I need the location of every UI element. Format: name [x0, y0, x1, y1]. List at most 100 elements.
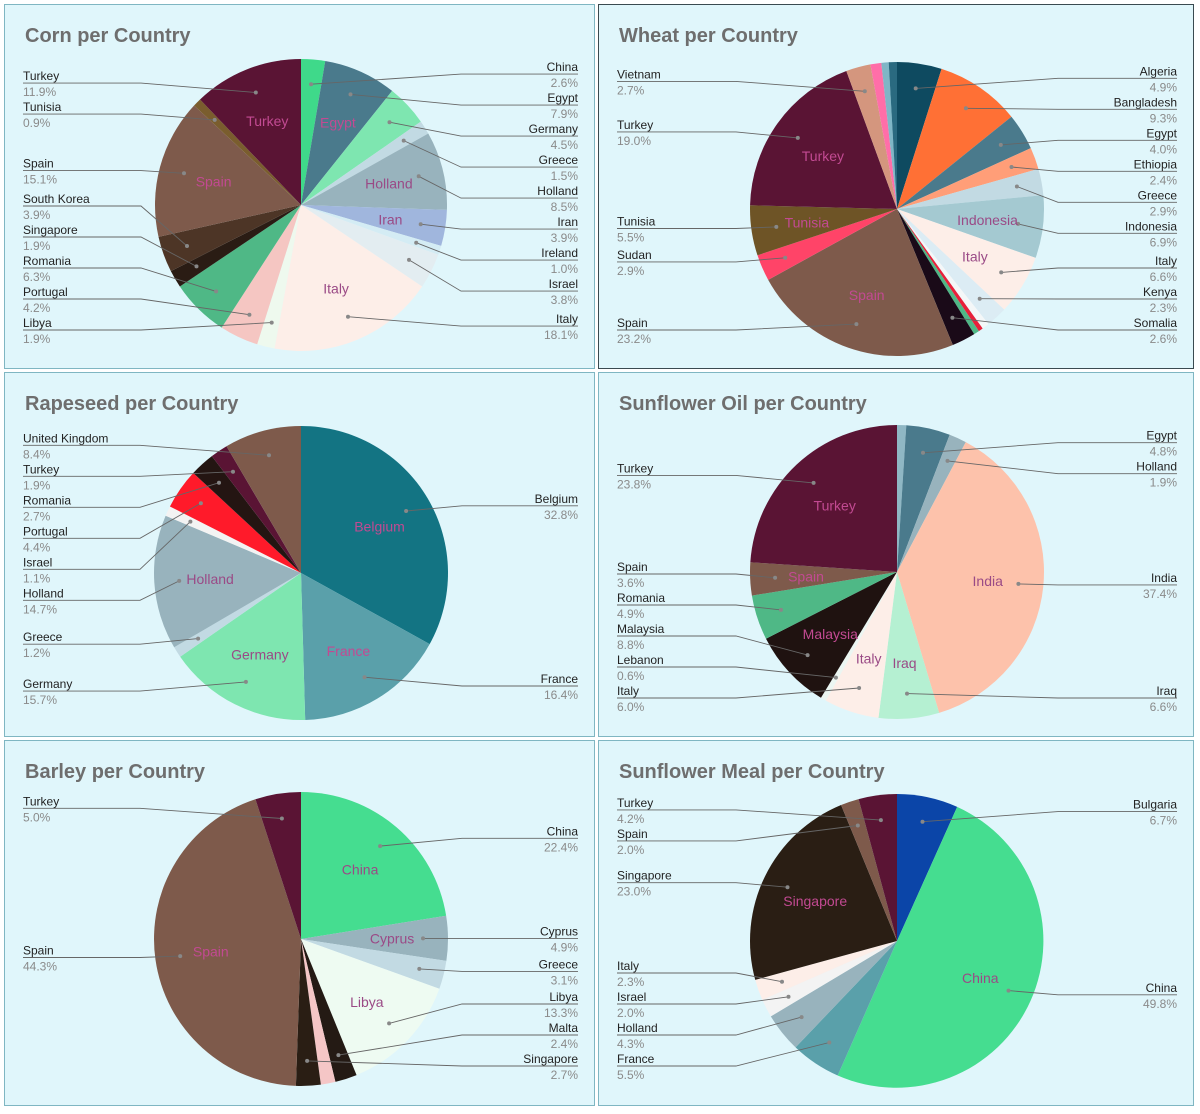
pie-slice-china: [837, 806, 1044, 1088]
slice-percent-malaysia: 8.8%: [617, 638, 645, 652]
slice-percent-germany: 4.5%: [551, 138, 579, 152]
leader-line: [23, 444, 270, 456]
leader-dot: [857, 686, 862, 690]
slice-percent-greece: 3.1%: [551, 973, 579, 987]
leader-dot: [404, 509, 409, 513]
pie-slice-romania: [179, 205, 301, 328]
inside-label-germany: Germany: [231, 646, 289, 662]
inside-labels: Egypt Holland Iran Italy Spain Turkey: [196, 113, 413, 296]
leader-dot: [921, 450, 925, 455]
leader-dot: [378, 844, 383, 849]
pie-slice-egypt: [897, 116, 1031, 209]
leader-line: [23, 521, 191, 570]
slice-label-holland: Holland: [1136, 460, 1177, 474]
leader-line: [23, 236, 197, 267]
leader-dot: [309, 82, 314, 87]
leader-dot: [346, 314, 350, 319]
slice-percent-cyprus: 4.9%: [551, 940, 579, 954]
pie-slice-kenya: [897, 209, 1005, 325]
pie-slice-singapore: [295, 939, 321, 1086]
inside-label-france: France: [327, 643, 371, 659]
slice-percent-turkey: 11.9%: [23, 85, 56, 99]
inside-label-turkey: Turkey: [814, 498, 856, 514]
leader-line: [23, 580, 180, 601]
slice-label-italy: Italy: [617, 684, 639, 698]
inside-label-indonesia: Indonesia: [957, 212, 1018, 228]
leader-dot: [348, 92, 353, 97]
leader-line: [617, 687, 860, 699]
slice-label-spain: Spain: [23, 943, 54, 957]
pie-slice-holland: [154, 515, 301, 648]
leader-line: [347, 316, 578, 327]
leader-line: [617, 882, 788, 888]
leader-dot: [253, 90, 258, 95]
leader-dot: [182, 171, 186, 176]
pie-slice-egypt: [301, 61, 393, 205]
slice-label-libya: Libya: [23, 316, 52, 330]
slice-percent-ethiopia: 2.4%: [1150, 173, 1178, 187]
leader-line: [617, 604, 782, 611]
leader-dot: [795, 135, 800, 140]
sunflower-meal-chart-panel: Sunflower Meal per Country Bulgaria 6.7% C…: [598, 740, 1194, 1106]
leader-dot: [401, 138, 406, 143]
leader-line: [406, 505, 578, 512]
leader-line: [23, 170, 185, 174]
slice-percent-libya: 1.9%: [23, 332, 51, 346]
leader-line: [23, 205, 188, 247]
leader-dot: [1014, 184, 1019, 189]
pie-slice-unlabeled-5: [301, 939, 336, 1085]
leader-dot: [905, 691, 909, 696]
pie-slice-turkey: [200, 59, 301, 205]
slice-label-italy: Italy: [556, 312, 578, 326]
pie-slice-spain: [768, 209, 953, 357]
slice-percent-germany: 15.7%: [23, 693, 57, 707]
leader-dot: [786, 994, 791, 999]
slice-percent-china: 2.6%: [551, 76, 579, 90]
slice-percent-italy: 2.3%: [617, 975, 645, 989]
pie-slice-spain: [154, 799, 301, 1086]
slice-label-india: India: [1151, 571, 1177, 585]
pie-slice-unlabeled-17: [870, 62, 897, 210]
slice-label-portugal: Portugal: [23, 285, 68, 299]
slice-percent-france: 5.5%: [617, 1068, 645, 1082]
slice-percent-italy: 6.6%: [1150, 270, 1178, 284]
leader-dot: [414, 240, 419, 245]
leader-dot: [387, 120, 392, 125]
leader-dot: [362, 675, 367, 680]
pie-slice-china: [301, 792, 447, 939]
leader-line: [23, 638, 199, 645]
slice-percent-spain: 23.2%: [617, 332, 651, 346]
leader-line: [418, 175, 578, 199]
pie-slice-greece: [301, 121, 429, 205]
right-labels: Bulgaria 6.7% China 49.8%: [920, 798, 1178, 1011]
pie-slice-turkey: [750, 71, 897, 209]
slice-percent-vietnam: 2.7%: [617, 83, 645, 97]
left-labels: United Kingdom 8.4%Turkey 1.9%Romania 2.7%P…: [23, 431, 271, 707]
slice-percent-turkey: 23.8%: [617, 477, 651, 491]
left-labels: Vietnam 2.7% Turkey 19.0% Tunisia 5.5% Sudan 2.…: [617, 67, 867, 346]
slice-percent-holland: 14.7%: [23, 602, 57, 616]
pie-slice-singapore: [749, 805, 897, 980]
pie-slice-libya: [257, 205, 301, 349]
pie-slice-greece: [301, 939, 447, 989]
pie-slice-turkey: [858, 794, 897, 941]
slice-label-libya: Libya: [549, 990, 578, 1004]
leader-dot: [773, 575, 778, 580]
inside-label-libya: Libya: [350, 994, 384, 1010]
pie-slice-egypt: [897, 425, 950, 572]
slice-percent-belgium: 32.8%: [544, 508, 578, 522]
slice-label-iraq: Iraq: [1156, 684, 1177, 698]
pie-slice-south-korea: [158, 205, 301, 272]
pie-slice-malaysia: [766, 572, 897, 698]
leader-line: [617, 996, 789, 1005]
slice-label-turkey: Turkey: [23, 794, 59, 808]
pie-slice-bulgaria: [897, 794, 958, 941]
leader-line: [952, 317, 1177, 331]
wheat-chart-panel: Wheat per Country Algeria 4.9% Bangladesh 9…: [598, 4, 1194, 369]
pie-slice-romania: [193, 456, 301, 573]
slice-label-egypt: Egypt: [1146, 429, 1177, 443]
slice-label-united-kingdom: United Kingdom: [23, 431, 108, 445]
slice-percent-indonesia: 6.9%: [1150, 235, 1178, 249]
slice-percent-singapore: 23.0%: [617, 885, 651, 899]
slice-label-china: China: [1146, 981, 1178, 995]
